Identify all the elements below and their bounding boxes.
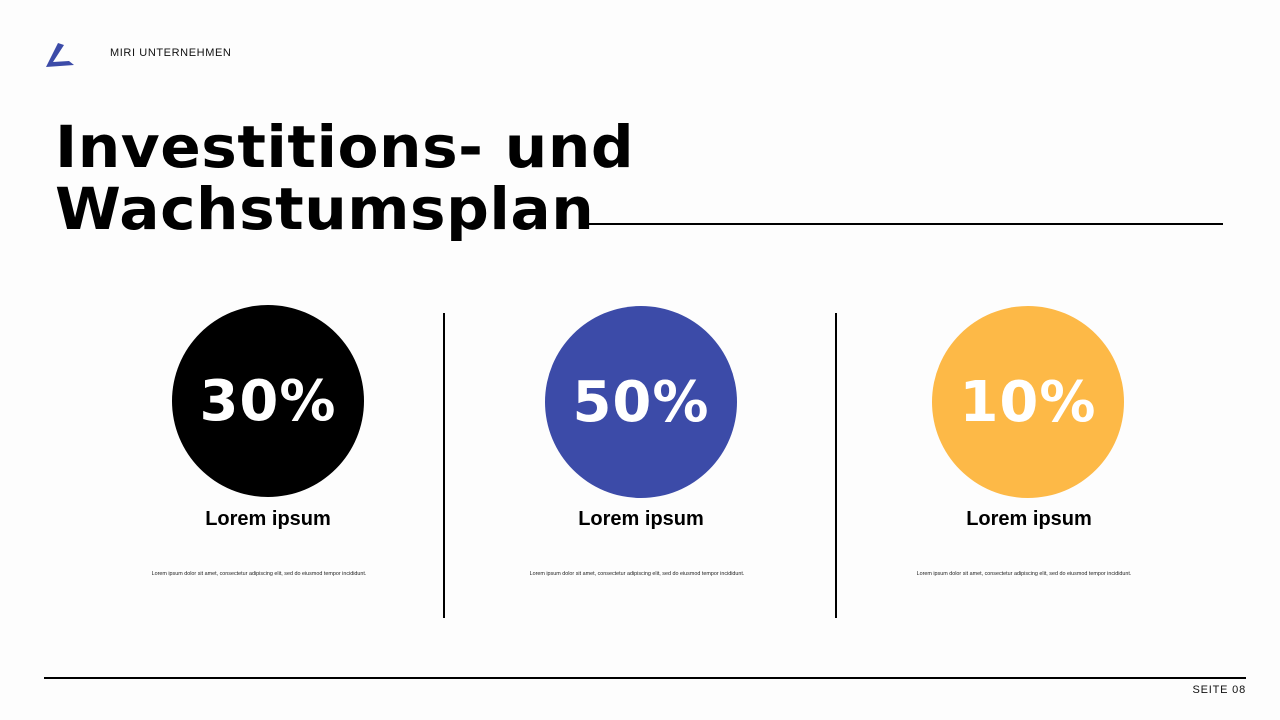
stat-description-2: Lorem ipsum dolor sit amet, consectetur … xyxy=(529,571,745,577)
column-divider-2 xyxy=(835,313,837,618)
logo-icon xyxy=(46,43,74,67)
page-title: Investitions- und Wachstumsplan xyxy=(55,116,634,240)
stat-circle-2: 50% xyxy=(545,306,737,498)
stat-description-3: Lorem ipsum dolor sit amet, consectetur … xyxy=(916,571,1132,577)
stat-label-3: Lorem ipsum xyxy=(966,508,1092,530)
footer-divider xyxy=(44,677,1246,679)
title-line-1: Investitions- und xyxy=(55,113,635,181)
stat-label-1: Lorem ipsum xyxy=(205,508,331,530)
title-line-2: Wachstumsplan xyxy=(55,175,595,243)
brand-name: MIRI UNTERNEHMEN xyxy=(110,47,232,59)
column-divider-1 xyxy=(443,313,445,618)
stat-label-2: Lorem ipsum xyxy=(578,508,704,530)
stat-description-1: Lorem ipsum dolor sit amet, consectetur … xyxy=(151,571,367,577)
page-number: SEITE 08 xyxy=(1192,684,1246,696)
title-divider xyxy=(584,223,1223,225)
brand: MIRI UNTERNEHMEN xyxy=(45,42,231,68)
stat-circle-1: 30% xyxy=(172,305,364,497)
stat-circle-3: 10% xyxy=(932,306,1124,498)
